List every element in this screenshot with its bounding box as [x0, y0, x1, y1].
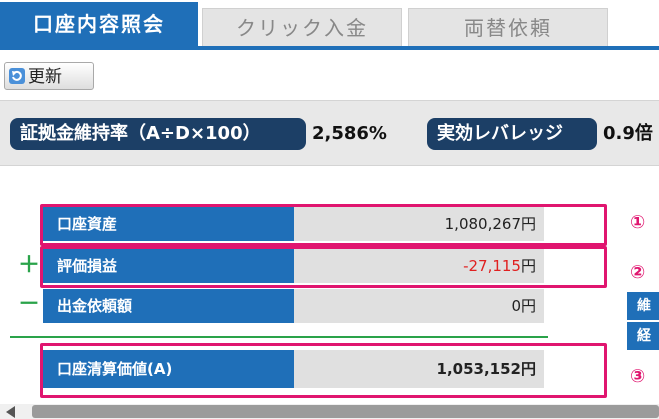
side-tab-1[interactable]: 維: [627, 292, 659, 320]
refresh-button[interactable]: 更新: [4, 62, 94, 90]
row-account-assets-value: 1,080,267円: [294, 207, 544, 241]
row-unrealized-pl-value: -27,115円: [294, 249, 544, 283]
row-withdrawal-request-value: 0円: [294, 289, 544, 323]
row-liquidation-value-label: 口座清算価値(A): [43, 350, 294, 388]
marker-1: ①: [630, 212, 646, 233]
refresh-label: 更新: [28, 67, 62, 87]
horizontal-scrollbar[interactable]: [0, 404, 659, 419]
value-number: 0: [511, 297, 521, 315]
plus-sign-icon: ＋: [18, 253, 41, 278]
margin-ratio-label: 証拠金維持率（A÷D×100）: [10, 118, 306, 150]
row-liquidation-value-value: 1,053,152円: [294, 350, 544, 388]
value-unit: 円: [520, 257, 536, 275]
highlight-box-1: [40, 204, 607, 246]
marker-2: ②: [630, 262, 646, 283]
minus-sign-icon: －: [18, 292, 41, 317]
summary-bar: 証拠金維持率（A÷D×100） 2,586% 実効レバレッジ 0.9倍: [0, 100, 659, 166]
divider: [10, 336, 548, 338]
row-unrealized-pl-label: 評価損益: [43, 249, 294, 283]
highlight-box-3: [40, 343, 607, 398]
row-account-assets-label: 口座資産: [43, 207, 294, 241]
value-number: 1,080,267: [444, 215, 521, 233]
value-number: -27,115: [463, 257, 521, 275]
tab-click-deposit[interactable]: クリック入金: [202, 8, 402, 47]
value-number: 1,053,152: [436, 360, 521, 378]
scroll-left-icon[interactable]: [6, 406, 15, 418]
margin-ratio-value: 2,586%: [312, 123, 387, 144]
refresh-icon: [9, 65, 25, 84]
value-unit: 円: [520, 297, 536, 315]
marker-3: ③: [630, 366, 646, 387]
row-withdrawal-request-label: 出金依頼額: [43, 289, 294, 323]
value-unit: 円: [520, 360, 536, 378]
tab-underline: [0, 46, 659, 50]
leverage-value: 0.9倍: [603, 123, 653, 144]
scrollbar-thumb[interactable]: [32, 405, 659, 418]
tab-bar: 口座内容照会 クリック入金 両替依頼: [0, 0, 659, 50]
side-tab-2[interactable]: 経: [627, 322, 659, 350]
leverage-label: 実効レバレッジ: [427, 118, 597, 150]
tab-exchange-request[interactable]: 両替依頼: [408, 8, 608, 47]
value-unit: 円: [520, 215, 536, 233]
tab-account-info[interactable]: 口座内容照会: [0, 2, 198, 47]
highlight-box-2: [40, 246, 607, 288]
